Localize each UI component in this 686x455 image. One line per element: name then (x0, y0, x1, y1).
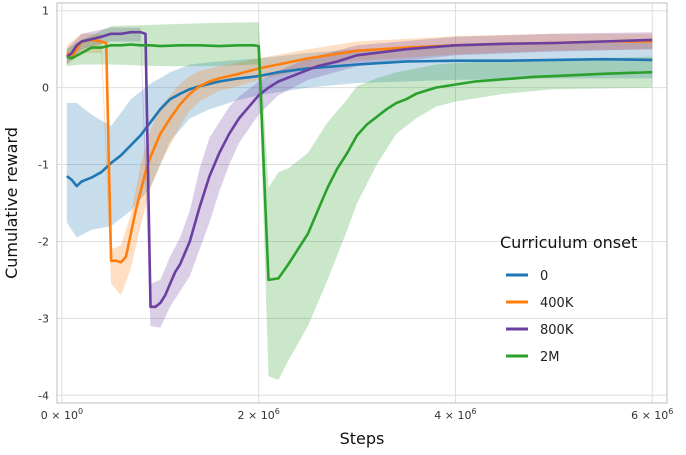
x-tick-exponent: 6 (275, 407, 280, 416)
plot-frame (56, 2, 668, 404)
x-tick-label: 6 × 106 (631, 407, 673, 422)
confidence-bands (66, 22, 653, 380)
y-tick-label: 1 (42, 5, 49, 18)
y-tick-label: -3 (38, 312, 49, 325)
legend-label: 400K (540, 296, 574, 311)
legend-title: Curriculum onset (500, 233, 637, 252)
x-tick-label: 4 × 106 (434, 407, 476, 422)
tick-labels: 10-1-2-3-40 × 100 2 × 106 4 × 106 6 × 106 (38, 5, 673, 422)
legend-label: 800K (540, 323, 574, 338)
y-tick-label: -1 (38, 159, 49, 172)
y-tick-label: 0 (42, 82, 49, 95)
x-tick-mantissa: 4 × 10 (434, 409, 471, 422)
series-lines (66, 30, 653, 309)
x-axis-title: Steps (340, 429, 385, 448)
series-line-800K (66, 30, 653, 309)
x-tick-mantissa: 0 × 10 (41, 409, 78, 422)
x-tick-exponent: 0 (78, 407, 83, 416)
series-line-400K (66, 38, 653, 264)
band-2M (66, 22, 653, 380)
legend-label: 2M (540, 350, 560, 365)
x-tick-mantissa: 2 × 10 (238, 409, 275, 422)
series-line-2M (66, 43, 653, 282)
x-tick-exponent: 6 (668, 407, 673, 416)
y-axis-title: Cumulative reward (2, 127, 21, 279)
series-line-0 (66, 57, 653, 188)
y-tick-label: -2 (38, 235, 49, 248)
legend-label: 0 (540, 269, 548, 284)
legend: Curriculum onset 0 400K 800K 2M (500, 233, 637, 365)
x-tick-mantissa: 6 × 10 (631, 409, 668, 422)
x-tick-exponent: 6 (472, 407, 477, 416)
grid (57, 3, 667, 403)
x-tick-label: 2 × 106 (238, 407, 280, 422)
x-tick-label: 0 × 100 (41, 407, 83, 422)
y-tick-label: -4 (38, 389, 49, 402)
band-400K (66, 33, 653, 296)
band-0 (66, 43, 653, 238)
